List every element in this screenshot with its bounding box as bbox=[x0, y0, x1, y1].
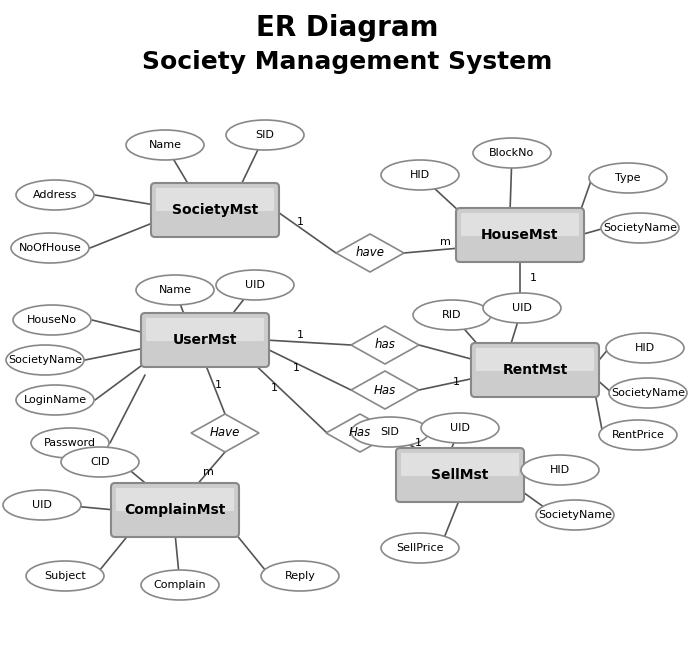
Text: Address: Address bbox=[33, 190, 77, 200]
Ellipse shape bbox=[473, 138, 551, 168]
Ellipse shape bbox=[381, 160, 459, 190]
Text: UserMst: UserMst bbox=[173, 333, 237, 347]
Ellipse shape bbox=[599, 420, 677, 450]
FancyBboxPatch shape bbox=[456, 208, 584, 262]
Ellipse shape bbox=[11, 233, 89, 263]
Text: HouseMst: HouseMst bbox=[481, 228, 559, 242]
Text: Have: Have bbox=[210, 426, 240, 439]
Ellipse shape bbox=[483, 293, 561, 323]
Text: SID: SID bbox=[380, 427, 400, 437]
Ellipse shape bbox=[381, 533, 459, 563]
Text: have: have bbox=[355, 246, 384, 259]
Text: SocietyMst: SocietyMst bbox=[172, 203, 258, 217]
FancyBboxPatch shape bbox=[156, 188, 274, 211]
Ellipse shape bbox=[589, 163, 667, 193]
Ellipse shape bbox=[413, 300, 491, 330]
Ellipse shape bbox=[126, 130, 204, 160]
Ellipse shape bbox=[16, 180, 94, 210]
Text: LoginName: LoginName bbox=[24, 395, 87, 405]
Text: SocietyName: SocietyName bbox=[611, 388, 685, 398]
Text: ComplainMst: ComplainMst bbox=[124, 503, 226, 517]
Text: 1: 1 bbox=[414, 438, 421, 448]
Ellipse shape bbox=[141, 570, 219, 600]
FancyBboxPatch shape bbox=[146, 318, 264, 341]
Text: 1: 1 bbox=[296, 217, 303, 227]
Text: RID: RID bbox=[442, 310, 462, 320]
Ellipse shape bbox=[216, 270, 294, 300]
Text: HID: HID bbox=[635, 343, 655, 353]
Ellipse shape bbox=[31, 428, 109, 458]
Text: ER Diagram: ER Diagram bbox=[256, 14, 438, 42]
Polygon shape bbox=[351, 371, 419, 409]
FancyBboxPatch shape bbox=[401, 453, 519, 476]
Ellipse shape bbox=[6, 345, 84, 375]
Polygon shape bbox=[191, 414, 259, 452]
FancyBboxPatch shape bbox=[461, 213, 579, 236]
Text: HID: HID bbox=[410, 170, 430, 180]
Ellipse shape bbox=[26, 561, 104, 591]
FancyBboxPatch shape bbox=[141, 313, 269, 367]
Ellipse shape bbox=[13, 305, 91, 335]
Ellipse shape bbox=[609, 378, 687, 408]
Text: has: has bbox=[375, 338, 396, 351]
Text: SocietyName: SocietyName bbox=[603, 223, 677, 233]
Ellipse shape bbox=[3, 490, 81, 520]
Text: UID: UID bbox=[245, 280, 265, 290]
Text: m: m bbox=[203, 467, 214, 477]
FancyBboxPatch shape bbox=[396, 448, 524, 502]
Ellipse shape bbox=[16, 385, 94, 415]
Text: m: m bbox=[439, 237, 450, 247]
Text: SocietyName: SocietyName bbox=[538, 510, 612, 520]
Text: 1: 1 bbox=[214, 380, 221, 390]
Text: SID: SID bbox=[255, 130, 274, 140]
Text: Subject: Subject bbox=[44, 571, 86, 581]
Text: Name: Name bbox=[149, 140, 182, 150]
Ellipse shape bbox=[606, 333, 684, 363]
Text: Society Management System: Society Management System bbox=[142, 50, 552, 74]
Text: 1: 1 bbox=[292, 363, 300, 373]
Ellipse shape bbox=[136, 275, 214, 305]
Text: Name: Name bbox=[158, 285, 192, 295]
Ellipse shape bbox=[536, 500, 614, 530]
Text: Type: Type bbox=[616, 173, 641, 183]
Text: RentMst: RentMst bbox=[502, 363, 568, 377]
Ellipse shape bbox=[421, 413, 499, 443]
Ellipse shape bbox=[351, 417, 429, 447]
Text: HouseNo: HouseNo bbox=[27, 315, 77, 325]
Ellipse shape bbox=[601, 213, 679, 243]
Ellipse shape bbox=[261, 561, 339, 591]
Text: UID: UID bbox=[450, 423, 470, 433]
Text: SocietyName: SocietyName bbox=[8, 355, 82, 365]
Text: Has: Has bbox=[349, 426, 371, 439]
Text: Complain: Complain bbox=[153, 580, 206, 590]
Text: Password: Password bbox=[44, 438, 96, 448]
FancyBboxPatch shape bbox=[111, 483, 239, 537]
Text: SellPrice: SellPrice bbox=[396, 543, 443, 553]
Text: UID: UID bbox=[512, 303, 532, 313]
Ellipse shape bbox=[521, 455, 599, 485]
Ellipse shape bbox=[61, 447, 139, 477]
FancyBboxPatch shape bbox=[471, 343, 599, 397]
Polygon shape bbox=[326, 414, 394, 452]
FancyBboxPatch shape bbox=[151, 183, 279, 237]
Text: 1: 1 bbox=[271, 383, 278, 393]
Ellipse shape bbox=[226, 120, 304, 150]
Text: Has: Has bbox=[374, 383, 396, 396]
Text: Reply: Reply bbox=[285, 571, 316, 581]
FancyBboxPatch shape bbox=[476, 348, 594, 371]
Text: HID: HID bbox=[550, 465, 570, 475]
Text: 1: 1 bbox=[530, 273, 536, 283]
Text: SellMst: SellMst bbox=[431, 468, 489, 482]
FancyBboxPatch shape bbox=[116, 488, 234, 511]
Text: CID: CID bbox=[90, 457, 110, 467]
Polygon shape bbox=[336, 234, 404, 272]
Polygon shape bbox=[351, 326, 419, 364]
Text: NoOfHouse: NoOfHouse bbox=[19, 243, 81, 253]
Text: 1: 1 bbox=[452, 377, 459, 387]
Text: BlockNo: BlockNo bbox=[489, 148, 534, 158]
Text: 1: 1 bbox=[296, 330, 303, 340]
Text: RentPrice: RentPrice bbox=[611, 430, 664, 440]
Text: UID: UID bbox=[32, 500, 52, 510]
